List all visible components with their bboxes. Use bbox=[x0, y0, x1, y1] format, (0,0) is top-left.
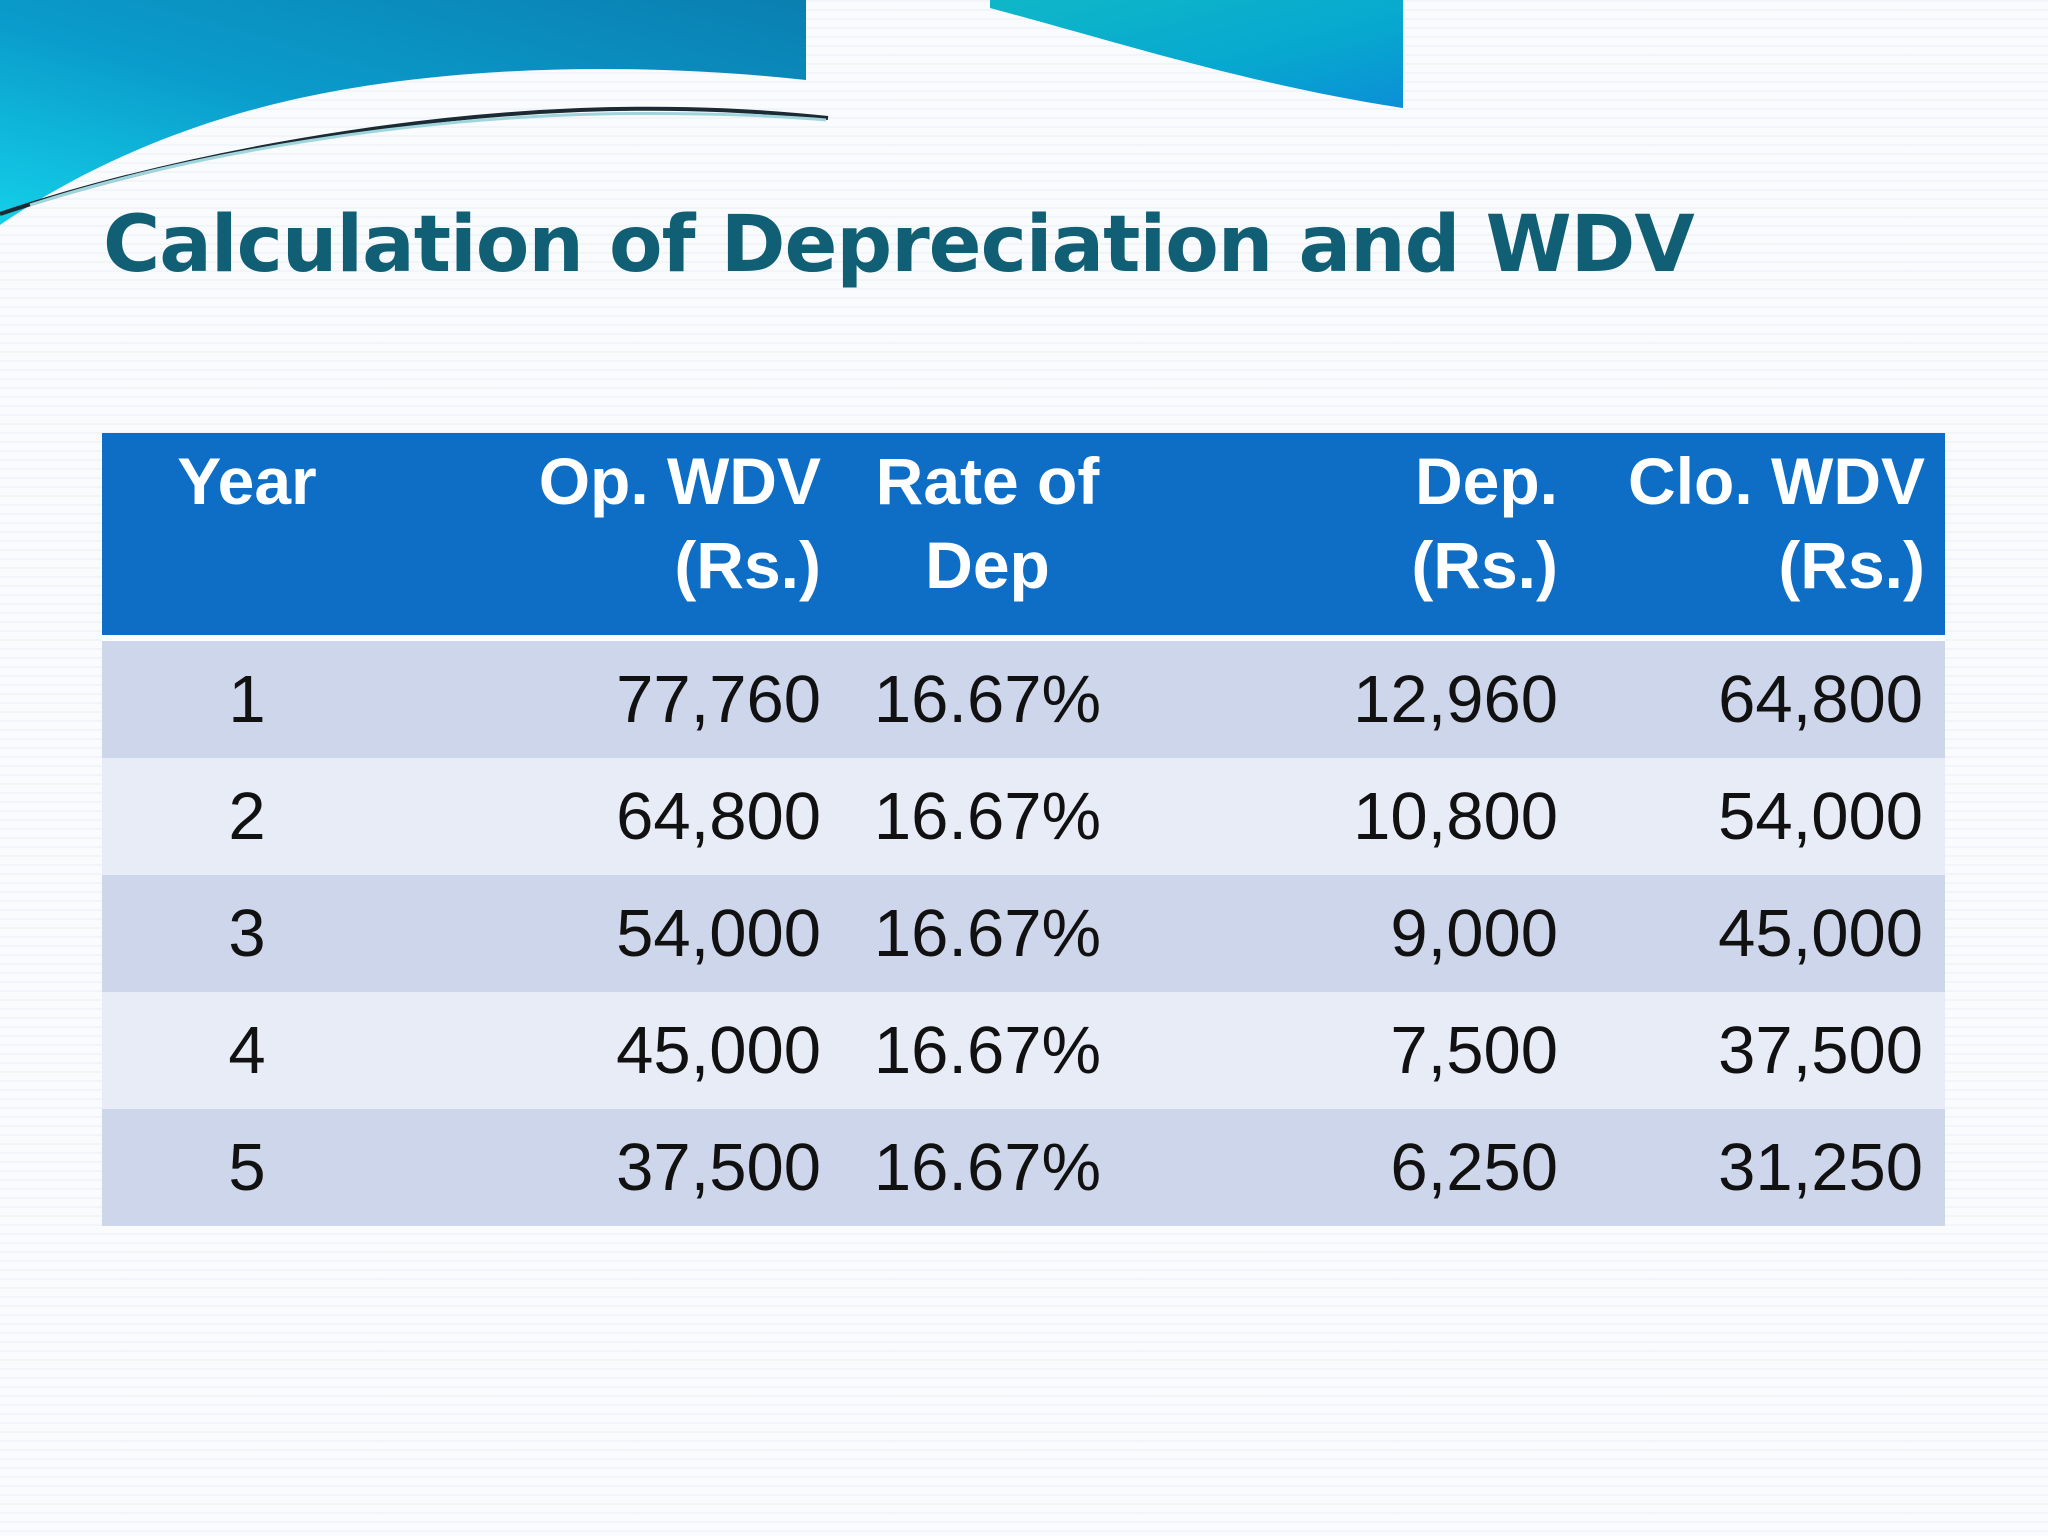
cell-year: 1 bbox=[228, 662, 266, 737]
table-body: 1 77,760 16.67% 12,960 64,800 2 64,800 1… bbox=[102, 638, 1945, 1226]
column-header-dep: Dep. (Rs.) bbox=[1411, 444, 1558, 602]
cell-dep: 10,800 bbox=[1353, 779, 1558, 854]
cell-op-wdv: 77,760 bbox=[616, 662, 821, 737]
depreciation-table-grid: Year Op. WDV (Rs.) Rate of Dep Dep. (Rs.) C… bbox=[102, 433, 1945, 1226]
cell-year: 2 bbox=[228, 779, 266, 854]
cell-dep: 6,250 bbox=[1390, 1130, 1558, 1205]
cell-dep: 9,000 bbox=[1390, 896, 1558, 971]
cell-clo-wdv: 64,800 bbox=[1718, 662, 1923, 737]
table-row: 3 54,000 16.67% 9,000 45,000 bbox=[102, 875, 1945, 992]
cell-dep: 7,500 bbox=[1390, 1013, 1558, 1088]
table-row: 2 64,800 16.67% 10,800 54,000 bbox=[102, 758, 1945, 875]
cell-clo-wdv: 54,000 bbox=[1718, 779, 1923, 854]
depreciation-table: Year Op. WDV (Rs.) Rate of Dep Dep. (Rs.) C… bbox=[102, 433, 1945, 1226]
wave-right-shape bbox=[990, 0, 1403, 108]
table-row: 1 77,760 16.67% 12,960 64,800 bbox=[102, 638, 1945, 758]
cell-clo-wdv: 31,250 bbox=[1718, 1130, 1923, 1205]
cell-rate: 16.67% bbox=[873, 1130, 1102, 1205]
cell-year: 4 bbox=[228, 1013, 266, 1088]
cell-year: 5 bbox=[228, 1130, 266, 1205]
wave-left-shape bbox=[0, 0, 806, 225]
wave-swoosh-accent bbox=[29, 111, 827, 207]
cell-rate: 16.67% bbox=[873, 1013, 1102, 1088]
cell-year: 3 bbox=[228, 896, 266, 971]
cell-dep: 12,960 bbox=[1353, 662, 1558, 737]
cell-clo-wdv: 45,000 bbox=[1718, 896, 1923, 971]
cell-rate: 16.67% bbox=[873, 662, 1102, 737]
table-header: Year Op. WDV (Rs.) Rate of Dep Dep. (Rs.) C… bbox=[102, 433, 1945, 638]
cell-op-wdv: 64,800 bbox=[616, 779, 821, 854]
table-header-row: Year Op. WDV (Rs.) Rate of Dep Dep. (Rs.) C… bbox=[102, 433, 1945, 638]
cell-clo-wdv: 37,500 bbox=[1718, 1013, 1923, 1088]
table-row: 4 45,000 16.67% 7,500 37,500 bbox=[102, 992, 1945, 1109]
cell-op-wdv: 54,000 bbox=[616, 896, 821, 971]
column-header-op-wdv: Op. WDV (Rs.) bbox=[538, 444, 821, 602]
cell-rate: 16.67% bbox=[873, 779, 1102, 854]
column-header-rate-of-dep: Rate of Dep bbox=[875, 444, 1100, 602]
table-row: 5 37,500 16.67% 6,250 31,250 bbox=[102, 1109, 1945, 1226]
column-header-clo-wdv: Clo. WDV (Rs.) bbox=[1628, 444, 1925, 602]
slide-title: Calculation of Depreciation and WDV bbox=[103, 200, 1695, 290]
cell-op-wdv: 37,500 bbox=[616, 1130, 821, 1205]
header-wave-decoration bbox=[0, 0, 1403, 225]
cell-op-wdv: 45,000 bbox=[616, 1013, 821, 1088]
cell-rate: 16.67% bbox=[873, 896, 1102, 971]
column-header-year: Year bbox=[177, 444, 317, 518]
